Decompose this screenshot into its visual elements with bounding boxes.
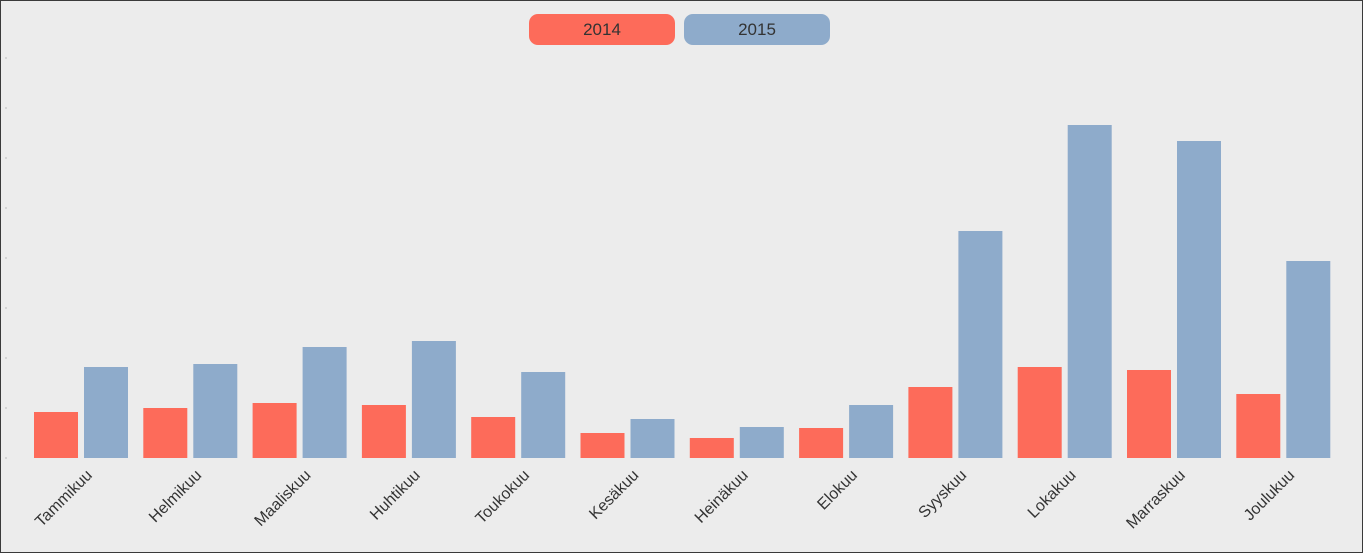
bar-2015-huhtikuu[interactable] (411, 341, 456, 458)
x-tick-label: Heinäkuu (692, 467, 752, 527)
x-tick-label: Lokakuu (1025, 467, 1080, 522)
x-tick-label: Syyskuu (916, 467, 971, 522)
bar-2014-tammikuu[interactable] (34, 412, 78, 458)
bar-2015-marraskuu[interactable] (1177, 141, 1221, 458)
x-tick-label: Kesäkuu (586, 467, 642, 523)
x-tick-label: Marraskuu (1123, 467, 1188, 532)
bar-2014-kesäkuu[interactable] (580, 433, 625, 458)
legend-item-2014[interactable]: 2014 (529, 14, 675, 45)
bar-2014-toukokuu[interactable] (471, 417, 516, 458)
bar-2014-lokakuu[interactable] (1017, 367, 1062, 458)
x-tick-label: Elokuu (814, 467, 861, 514)
bar-2015-toukokuu[interactable] (521, 372, 566, 458)
bar-2015-heinäkuu[interactable] (739, 427, 784, 458)
x-tick-label: Maaliskuu (252, 467, 315, 530)
bar-2015-elokuu[interactable] (849, 405, 894, 458)
bar-2015-joulukuu[interactable] (1286, 261, 1331, 458)
bar-2014-marraskuu[interactable] (1127, 370, 1171, 458)
bar-2014-joulukuu[interactable] (1236, 394, 1281, 458)
x-tick-label: Helmikuu (146, 467, 205, 526)
bar-2015-tammikuu[interactable] (84, 367, 128, 458)
x-tick-label: Tammikuu (32, 467, 96, 531)
bar-2015-syyskuu[interactable] (958, 231, 1003, 458)
bar-2015-maaliskuu[interactable] (302, 347, 347, 458)
x-tick-label: Toukokuu (473, 467, 533, 527)
bar-2014-huhtikuu[interactable] (361, 405, 406, 458)
x-tick-label: Joulukuu (1241, 467, 1298, 524)
bar-2014-elokuu[interactable] (799, 428, 844, 458)
bar-2014-syyskuu[interactable] (908, 387, 953, 458)
x-tick-label: Huhtikuu (367, 467, 424, 524)
legend: 2014 2015 (529, 14, 830, 45)
bar-2014-heinäkuu[interactable] (689, 438, 734, 458)
legend-item-2015[interactable]: 2015 (684, 14, 830, 45)
bar-2015-lokakuu[interactable] (1067, 125, 1112, 458)
bar-2015-kesäkuu[interactable] (630, 419, 675, 458)
bar-2014-maaliskuu[interactable] (252, 403, 297, 458)
bar-2015-helmikuu[interactable] (193, 364, 238, 458)
bar-2014-helmikuu[interactable] (143, 408, 188, 458)
